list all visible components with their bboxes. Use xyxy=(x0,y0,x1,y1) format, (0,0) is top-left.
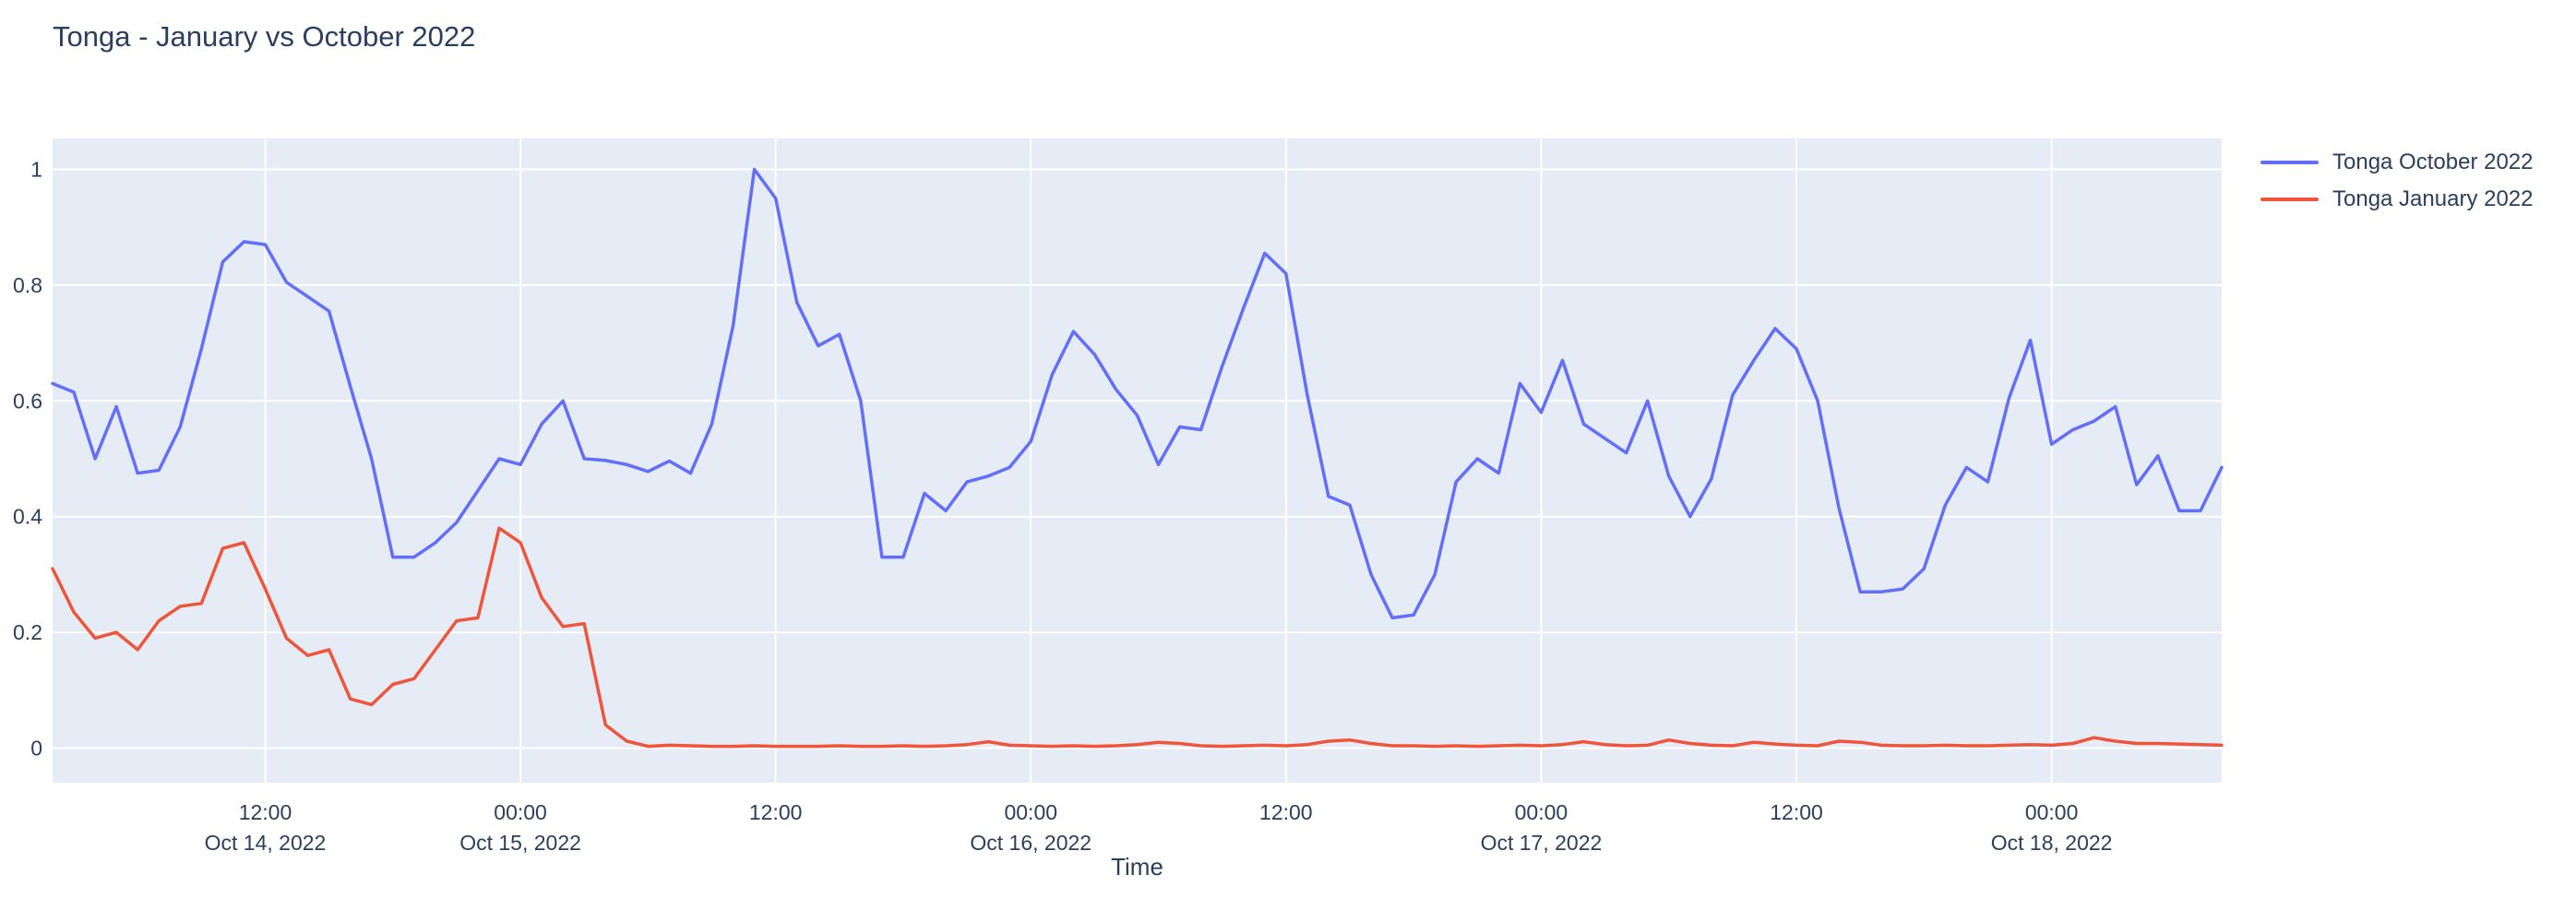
legend-label-october: Tonga October 2022 xyxy=(2332,150,2534,174)
legend-item-january[interactable]: Tonga January 2022 xyxy=(2260,181,2534,218)
legend-label-january: Tonga January 2022 xyxy=(2332,186,2534,211)
x-tick-label: 00:00 xyxy=(1515,800,1568,824)
x-tick-label: 12:00 xyxy=(239,800,292,824)
chart-title: Tonga - January vs October 2022 xyxy=(53,20,476,53)
series-line-january[interactable] xyxy=(51,526,2224,749)
x-tick-label: 12:00 xyxy=(1259,800,1313,824)
legend: Tonga October 2022 Tonga January 2022 xyxy=(2260,144,2534,218)
legend-line-swatch-january xyxy=(2260,198,2319,201)
x-axis-title: Time xyxy=(1111,853,1163,881)
x-tick-date-label: Oct 15, 2022 xyxy=(459,831,581,855)
y-tick-label: 0.2 xyxy=(13,620,42,644)
x-tick-label: 00:00 xyxy=(2025,800,2079,824)
x-tick-label: 12:00 xyxy=(749,800,803,824)
x-tick-label: 12:00 xyxy=(1770,800,1823,824)
x-tick-label: 00:00 xyxy=(494,800,547,824)
plot-background[interactable] xyxy=(53,138,2222,783)
legend-line-swatch-october xyxy=(2260,161,2319,164)
y-tick-label: 0 xyxy=(30,737,42,761)
x-tick-date-label: Oct 17, 2022 xyxy=(1481,831,1603,855)
y-tick-label: 0.8 xyxy=(13,273,42,297)
y-tick-label: 0.6 xyxy=(13,389,42,413)
x-tick-date-label: Oct 18, 2022 xyxy=(1991,831,2113,855)
y-tick-label: 1 xyxy=(30,158,42,182)
x-tick-date-label: Oct 16, 2022 xyxy=(970,831,1091,855)
x-tick-label: 00:00 xyxy=(1004,800,1057,824)
legend-item-october[interactable]: Tonga October 2022 xyxy=(2260,144,2534,181)
y-tick-label: 0.4 xyxy=(13,505,42,529)
x-tick-date-label: Oct 14, 2022 xyxy=(205,831,327,855)
series-line-october[interactable] xyxy=(51,167,2224,620)
